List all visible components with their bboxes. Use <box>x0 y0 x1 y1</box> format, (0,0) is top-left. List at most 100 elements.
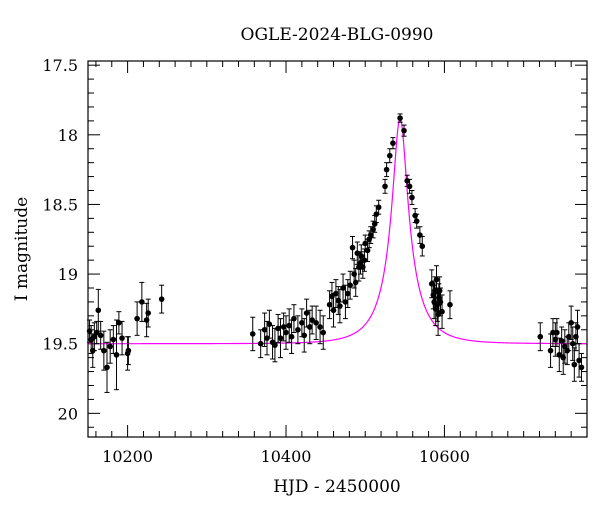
data-marker <box>283 329 289 336</box>
data-point <box>158 284 165 314</box>
data-point <box>104 341 110 393</box>
model-curve-group <box>88 116 587 345</box>
data-point <box>419 235 426 257</box>
data-marker <box>110 336 117 343</box>
data-marker <box>309 317 315 323</box>
data-marker <box>257 340 264 347</box>
data-marker <box>134 315 140 322</box>
data-marker <box>125 347 132 354</box>
data-marker <box>565 333 572 340</box>
data-marker <box>333 290 339 297</box>
data-marker <box>306 324 313 330</box>
data-marker <box>562 343 568 350</box>
data-marker <box>413 218 420 224</box>
data-marker <box>433 276 440 283</box>
data-point <box>547 333 554 368</box>
data-point <box>375 199 382 215</box>
ticks <box>88 61 588 437</box>
data-point <box>95 288 102 332</box>
x-tick-label: 10400 <box>261 447 312 466</box>
data-marker <box>280 324 287 330</box>
data-point <box>134 301 140 336</box>
data-point <box>101 330 107 371</box>
y-tick-label: 19 <box>58 265 78 284</box>
data-marker <box>401 127 407 134</box>
data-marker <box>547 347 554 354</box>
data-point <box>277 318 284 359</box>
data-point <box>382 178 388 194</box>
data-marker <box>397 115 403 121</box>
data-point <box>124 336 131 371</box>
data-point <box>145 298 151 328</box>
data-marker <box>554 329 560 336</box>
y-tick-labels: 17.5 18 18.5 19 19.5 20 <box>42 56 78 423</box>
data-marker <box>249 331 256 337</box>
data-marker <box>436 287 443 294</box>
data-point <box>409 190 415 205</box>
data-marker <box>352 279 359 286</box>
data-marker <box>340 285 346 291</box>
data-marker <box>330 307 337 314</box>
data-marker <box>390 140 396 146</box>
data-marker <box>95 307 102 314</box>
data-point <box>537 322 544 352</box>
data-marker <box>537 333 544 340</box>
data-marker <box>272 342 278 348</box>
data-marker <box>364 247 371 254</box>
data-point <box>119 320 125 356</box>
data-point <box>291 304 297 334</box>
data-marker <box>299 320 305 326</box>
data-marker <box>568 320 574 326</box>
y-tick-label: 18 <box>58 126 78 145</box>
data-marker <box>295 326 301 333</box>
data-point <box>295 315 301 345</box>
data-marker <box>91 333 98 340</box>
data-point <box>390 137 396 150</box>
chart-title: OGLE-2024-BLG-0990 <box>241 25 434 45</box>
y-tick-label: 19.5 <box>42 335 78 354</box>
data-point <box>125 336 132 366</box>
data-point <box>447 290 453 320</box>
data-marker <box>266 321 273 328</box>
data-point <box>261 312 268 347</box>
data-marker <box>367 232 374 238</box>
data-point <box>91 322 98 352</box>
data-marker <box>97 332 104 339</box>
data-point <box>383 162 390 178</box>
data-marker <box>362 240 369 247</box>
data-marker <box>342 299 349 305</box>
data-point <box>257 329 264 359</box>
data-marker <box>317 324 323 330</box>
x-axis-label: HJD - 2450000 <box>273 477 401 497</box>
data-marker <box>101 347 107 354</box>
data-point <box>397 113 403 123</box>
data-marker <box>158 296 165 302</box>
data-point <box>317 309 323 345</box>
data-marker <box>349 244 356 251</box>
data-marker <box>288 333 295 340</box>
data-marker <box>382 183 388 190</box>
data-point <box>320 315 327 350</box>
data-points-group <box>86 113 585 393</box>
data-marker <box>291 315 297 322</box>
data-marker <box>113 352 120 358</box>
y-tick-label: 18.5 <box>42 195 78 214</box>
data-point <box>349 235 356 260</box>
data-point <box>97 320 104 350</box>
data-point <box>576 343 582 378</box>
x-tick-labels: 10200 10400 10600 <box>102 447 470 466</box>
data-point <box>562 329 568 364</box>
data-marker <box>119 335 125 341</box>
data-marker <box>303 310 310 316</box>
data-point <box>249 316 256 352</box>
data-marker <box>419 243 426 250</box>
data-marker <box>326 301 333 308</box>
data-point <box>306 309 313 345</box>
data-point <box>280 312 287 342</box>
data-point <box>113 319 120 391</box>
data-marker <box>139 299 145 305</box>
data-marker <box>357 260 364 266</box>
data-marker <box>104 364 110 371</box>
data-marker <box>275 325 281 332</box>
